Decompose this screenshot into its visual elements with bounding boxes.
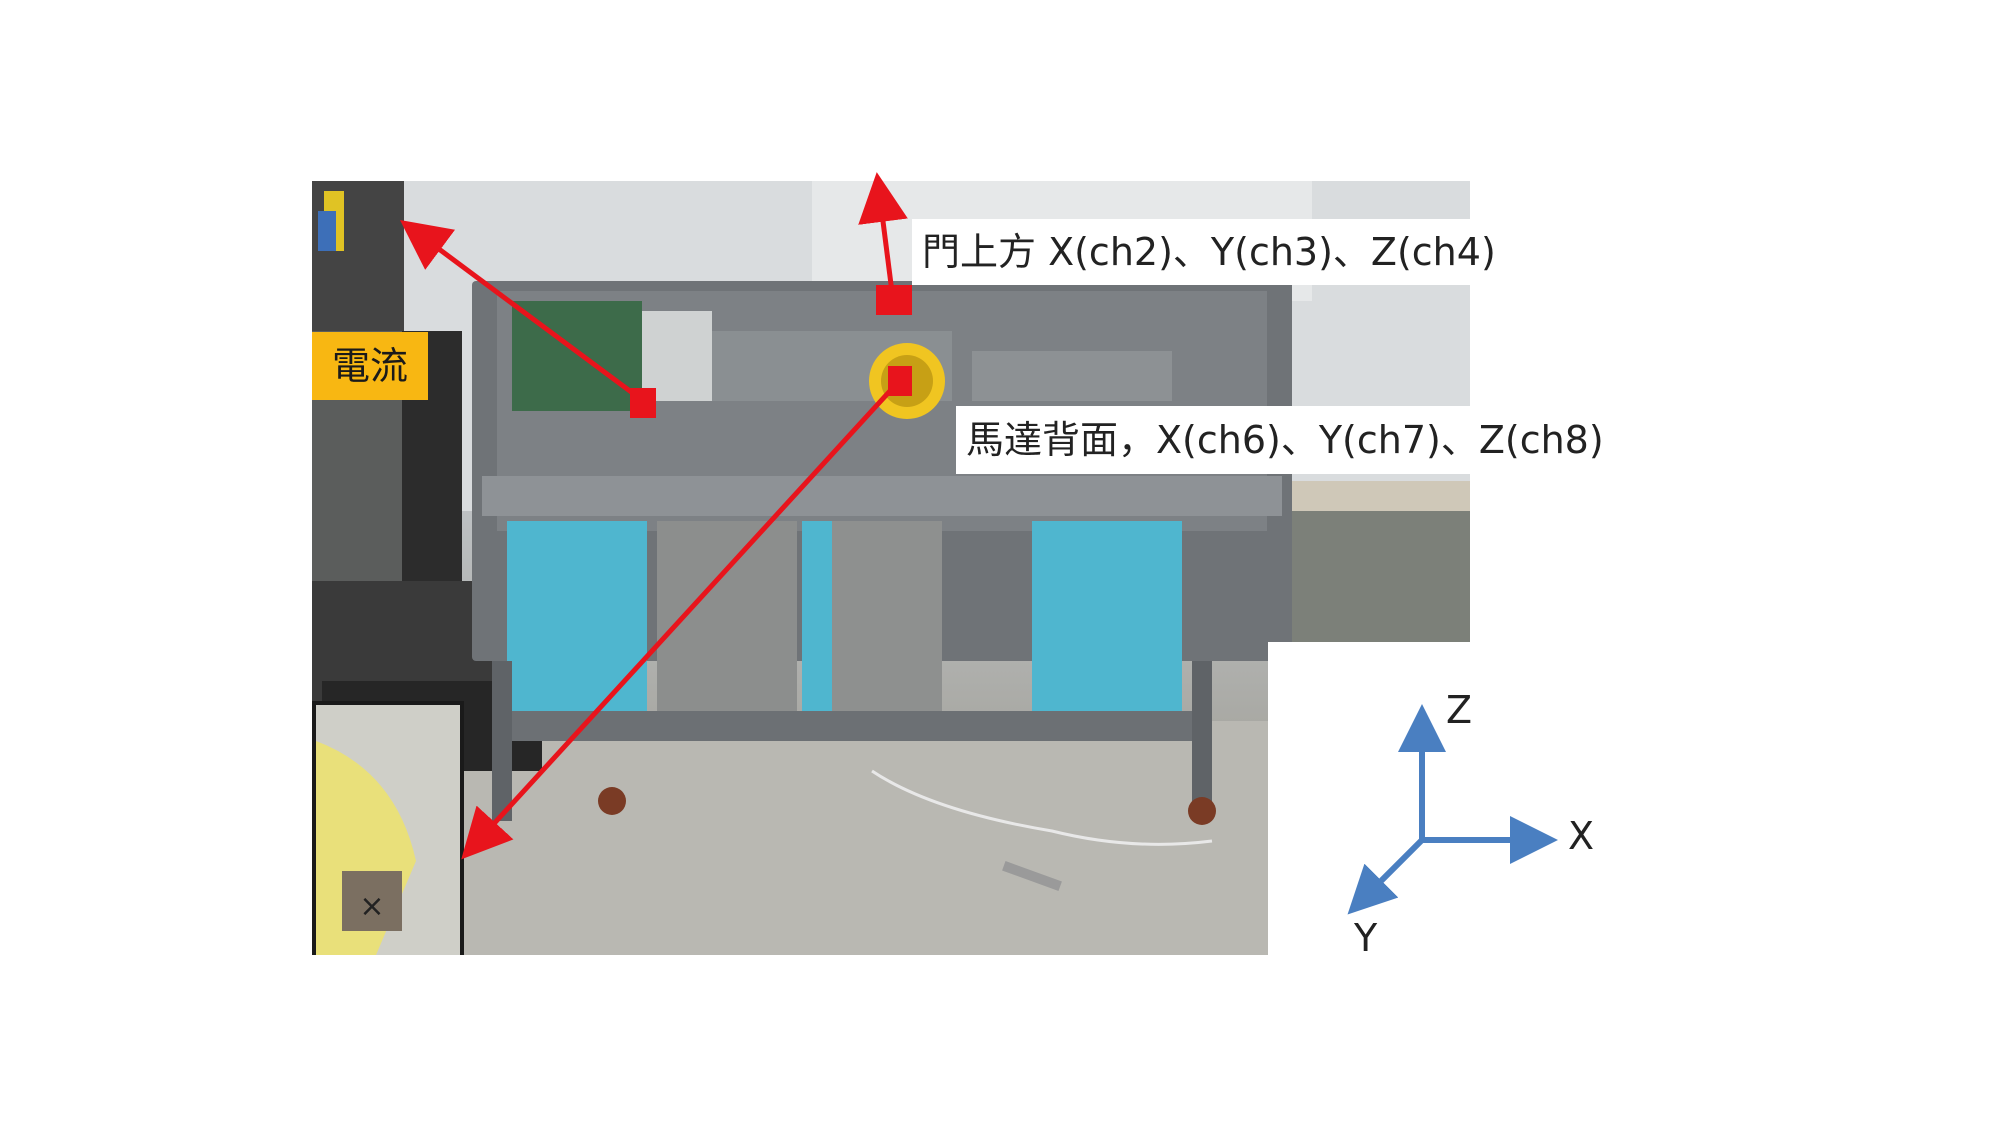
door-top-marker	[876, 285, 912, 315]
svg-text:×: ×	[359, 889, 384, 924]
door-top-arrow	[858, 172, 908, 301]
y-axis-arrow	[1347, 837, 1425, 915]
door-top-label: 門上方 X(ch2)、Y(ch3)、Z(ch4)	[912, 219, 1506, 285]
axis-arrows	[1347, 704, 1558, 915]
current-arrow	[399, 220, 644, 403]
y-axis-label: Y	[1354, 916, 1378, 960]
current-marker	[630, 388, 656, 418]
motor-back-label: 馬達背面，X(ch6)、Y(ch7)、Z(ch8)	[956, 406, 1614, 474]
x-axis-label: X	[1568, 814, 1595, 858]
axis-diagram: Z X Y	[1268, 642, 1688, 960]
z-axis-label: Z	[1446, 688, 1473, 732]
current-label: 電流	[312, 332, 428, 400]
motor-arrow	[461, 378, 902, 860]
motor-marker	[888, 366, 912, 396]
